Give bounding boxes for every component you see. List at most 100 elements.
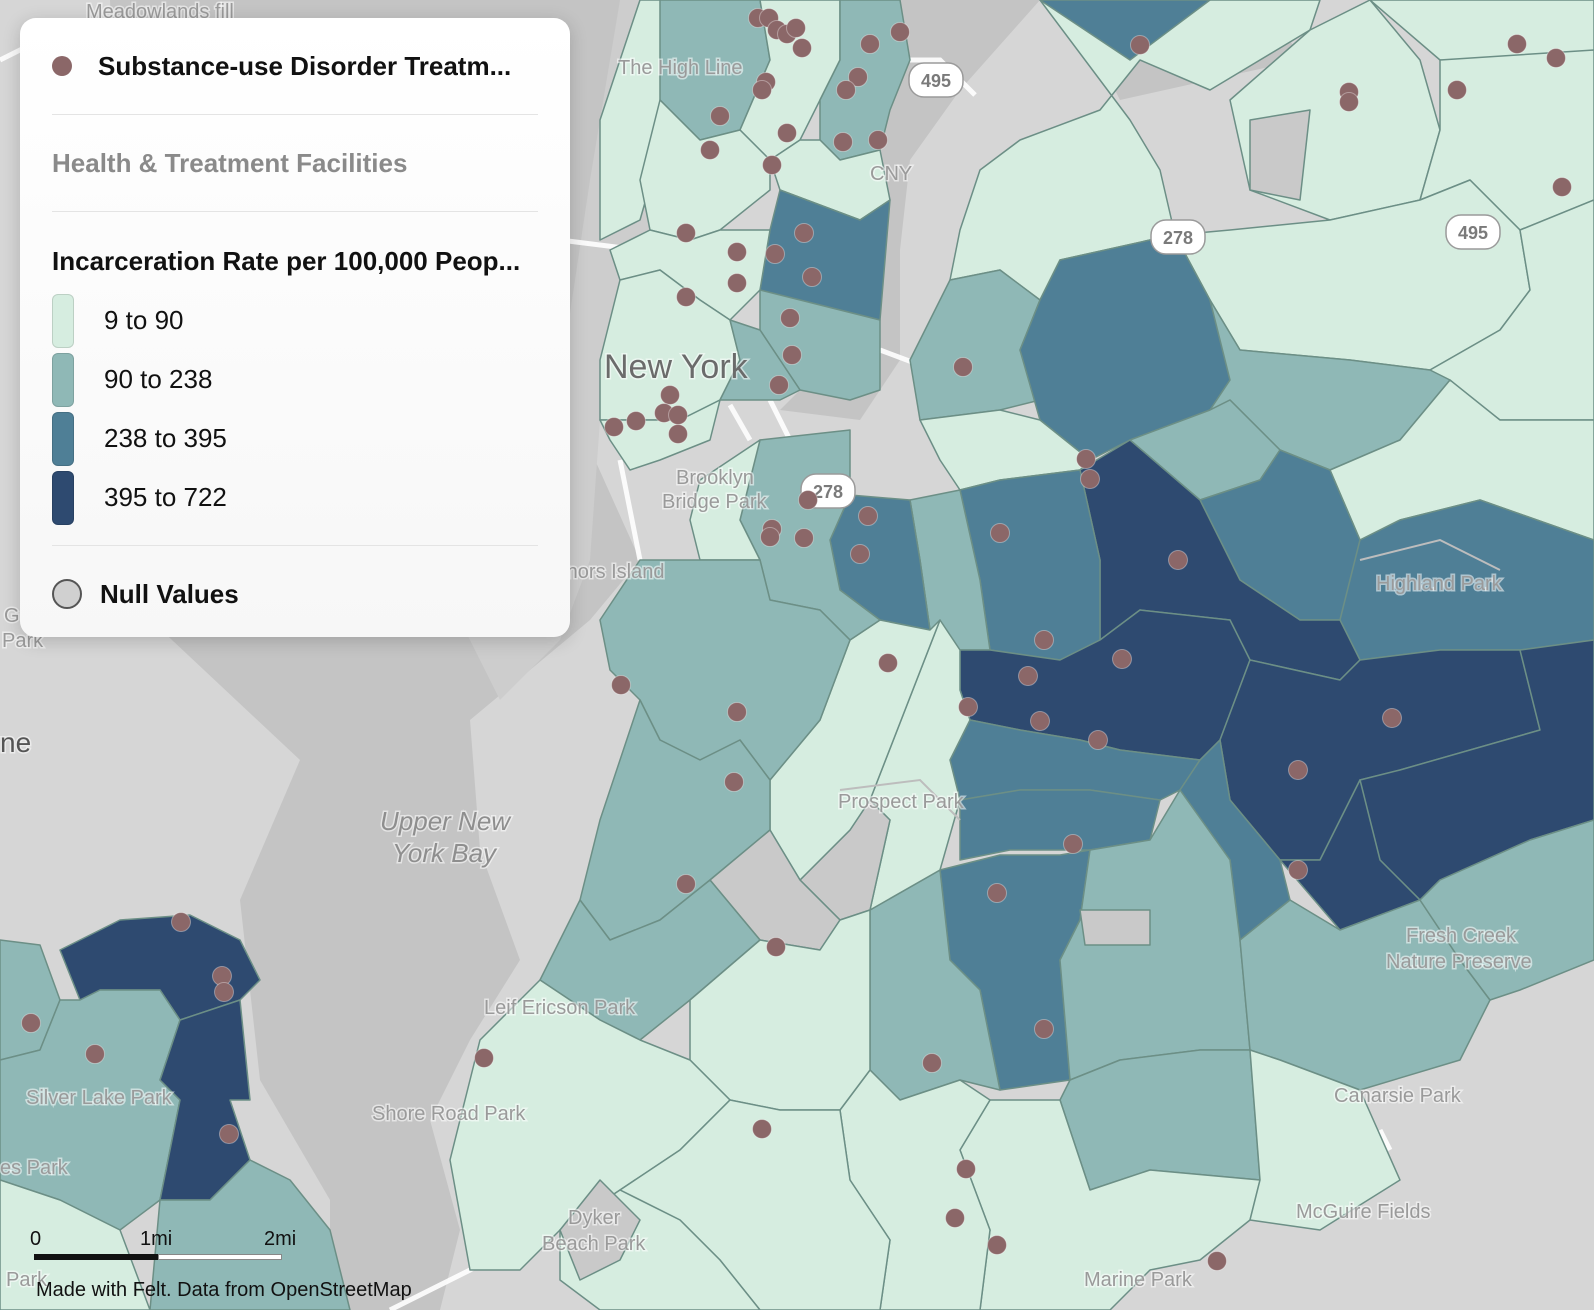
facility-point[interactable]	[794, 528, 814, 548]
facility-point[interactable]	[700, 140, 720, 160]
class-swatch	[52, 352, 74, 407]
class-label: 395 to 722	[104, 482, 227, 512]
facility-point[interactable]	[987, 1235, 1007, 1255]
facility-point[interactable]	[794, 223, 814, 243]
facility-point[interactable]	[1382, 708, 1402, 728]
facility-point[interactable]	[858, 506, 878, 526]
facility-point[interactable]	[710, 106, 730, 126]
facility-point[interactable]	[21, 1013, 41, 1033]
facility-point[interactable]	[1018, 666, 1038, 686]
facility-point[interactable]	[660, 385, 680, 405]
facility-point[interactable]	[850, 544, 870, 564]
class-label: 9 to 90	[104, 305, 184, 335]
facility-point[interactable]	[1207, 1251, 1227, 1271]
highway-number: 278	[1163, 228, 1193, 248]
facility-point[interactable]	[676, 874, 696, 894]
district-polygon	[909, 269, 1041, 421]
facility-point[interactable]	[1080, 469, 1100, 489]
facility-point[interactable]	[765, 244, 785, 264]
facility-point[interactable]	[766, 937, 786, 957]
facility-point[interactable]	[769, 375, 789, 395]
facility-point[interactable]	[611, 675, 631, 695]
facility-point[interactable]	[958, 697, 978, 717]
facility-point[interactable]	[214, 982, 234, 1002]
facility-point[interactable]	[786, 18, 806, 38]
scale-segment	[34, 1254, 158, 1260]
facility-point[interactable]	[798, 490, 818, 510]
facility-point[interactable]	[1552, 177, 1572, 197]
facility-point[interactable]	[668, 405, 688, 425]
place-label: Fresh Creek	[1406, 925, 1517, 947]
scale-tick-label: 1mi	[140, 1228, 173, 1250]
facility-point[interactable]	[668, 424, 688, 444]
facility-point[interactable]	[474, 1048, 494, 1068]
facility-point[interactable]	[1447, 80, 1467, 100]
scale-tick-label: 0	[30, 1228, 42, 1250]
facility-point[interactable]	[890, 22, 910, 42]
facility-point[interactable]	[752, 80, 772, 100]
facility-points[interactable]	[21, 8, 1572, 1271]
scale-segment	[158, 1254, 282, 1260]
facility-point[interactable]	[860, 34, 880, 54]
district-polygon	[0, 1179, 151, 1310]
place-label: McGuire Fields	[1296, 1201, 1430, 1223]
facility-point[interactable]	[604, 417, 624, 437]
legend-point-layer[interactable]: Substance-use Disorder Treatm...	[52, 18, 538, 115]
facility-point[interactable]	[792, 38, 812, 58]
facility-point[interactable]	[760, 527, 780, 547]
facility-point[interactable]	[1112, 649, 1132, 669]
facility-point[interactable]	[1288, 860, 1308, 880]
legend-group-title[interactable]: Health & Treatment Facilities	[52, 115, 538, 212]
facility-point[interactable]	[171, 912, 191, 932]
facility-point[interactable]	[1034, 1019, 1054, 1039]
highway-number: 278	[813, 482, 843, 502]
facility-point[interactable]	[1076, 449, 1096, 469]
facility-point[interactable]	[782, 345, 802, 365]
facility-point[interactable]	[1339, 92, 1359, 112]
facility-point[interactable]	[953, 357, 973, 377]
facility-point[interactable]	[219, 1124, 239, 1144]
facility-point[interactable]	[1288, 760, 1308, 780]
facility-point[interactable]	[676, 223, 696, 243]
facility-point[interactable]	[780, 308, 800, 328]
facility-point[interactable]	[1168, 550, 1188, 570]
highway-number: 495	[921, 71, 951, 91]
facility-point[interactable]	[833, 132, 853, 152]
facility-point[interactable]	[762, 155, 782, 175]
facility-point[interactable]	[945, 1208, 965, 1228]
facility-point[interactable]	[1088, 730, 1108, 750]
facility-point[interactable]	[85, 1044, 105, 1064]
scale-tick-label: 2mi	[264, 1228, 297, 1250]
facility-point[interactable]	[727, 702, 747, 722]
place-label: Highland Park	[1376, 573, 1503, 595]
facility-point[interactable]	[956, 1159, 976, 1179]
facility-point[interactable]	[676, 287, 696, 307]
facility-point[interactable]	[836, 80, 856, 100]
facility-point[interactable]	[802, 267, 822, 287]
facility-point[interactable]	[990, 523, 1010, 543]
facility-point[interactable]	[724, 772, 744, 792]
facility-point[interactable]	[848, 67, 868, 87]
facility-point[interactable]	[868, 130, 888, 150]
facility-point[interactable]	[1034, 630, 1054, 650]
district-polygon	[149, 1159, 351, 1310]
facility-point[interactable]	[727, 273, 747, 293]
facility-point[interactable]	[1546, 48, 1566, 68]
facility-point[interactable]	[752, 1119, 772, 1139]
facility-point[interactable]	[1130, 35, 1150, 55]
facility-point[interactable]	[987, 883, 1007, 903]
attribution-text[interactable]: Made with Felt. Data from OpenStreetMap	[36, 1279, 412, 1301]
facility-point[interactable]	[922, 1053, 942, 1073]
facility-point[interactable]	[1063, 834, 1083, 854]
facility-point[interactable]	[626, 411, 646, 431]
highway-shield-icon: 495	[1445, 214, 1501, 250]
facility-point[interactable]	[1030, 711, 1050, 731]
class-label: 238 to 395	[104, 423, 227, 453]
facility-point[interactable]	[777, 123, 797, 143]
place-label: Brooklyn	[676, 467, 754, 489]
legend-class: 238 to 395	[52, 409, 538, 468]
facility-point[interactable]	[878, 653, 898, 673]
facility-point[interactable]	[727, 242, 747, 262]
facility-point[interactable]	[1507, 34, 1527, 54]
